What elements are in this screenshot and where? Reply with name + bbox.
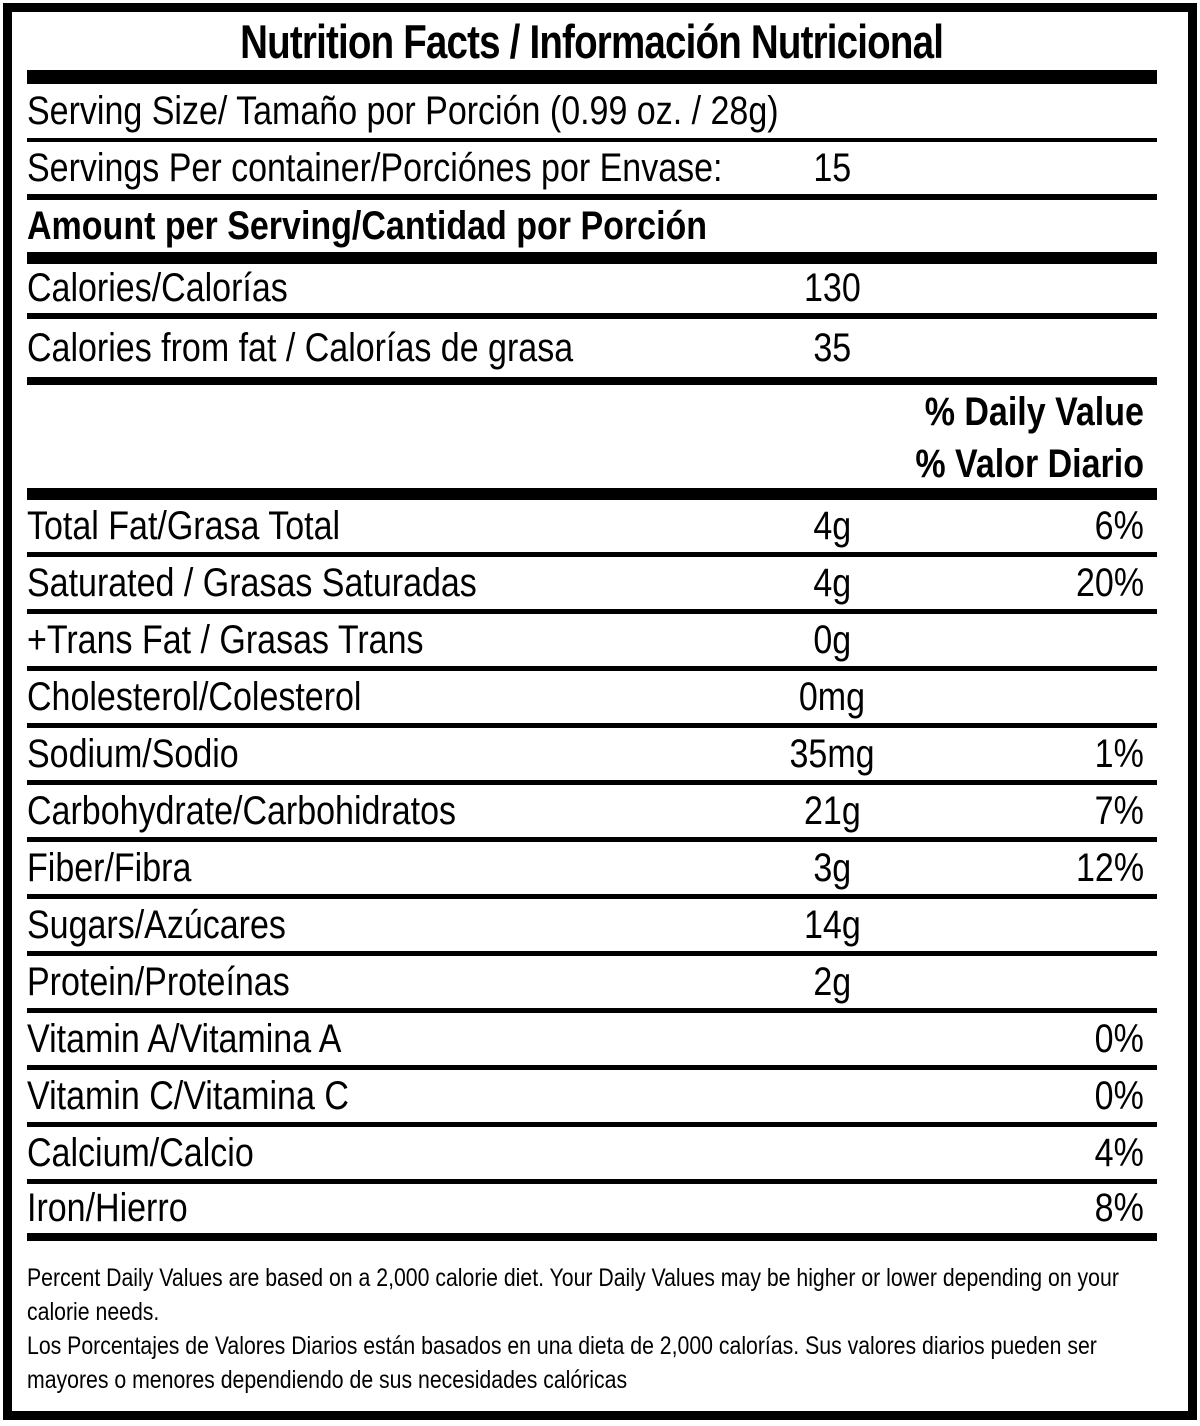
nutrient-amount: 0g <box>813 617 851 662</box>
nutrient-amount: 35mg <box>789 731 875 776</box>
row-sodium: Sodium/Sodio 35mg 1% <box>27 728 1157 785</box>
nutrient-label: Protein/Proteínas <box>27 959 290 1004</box>
nutrient-dv: 0% <box>1094 1016 1144 1061</box>
nutrient-amount: 14g <box>803 902 861 947</box>
calories-from-fat-value: 35 <box>813 325 851 370</box>
nutrient-label: Sugars/Azúcares <box>27 902 286 947</box>
nutrient-amount: 2g <box>813 959 851 1004</box>
row-iron: Iron/Hierro 8% <box>27 1184 1157 1241</box>
nutrient-label: Calcium/Calcio <box>27 1130 254 1175</box>
row-amount-per-serving-header: Amount per Serving/Cantidad por Porción <box>27 200 1157 264</box>
title-divider <box>27 70 1157 84</box>
nutrient-dv: 1% <box>1094 731 1144 776</box>
row-serving-size: Serving Size/ Tamaño por Porción (0.99 o… <box>27 84 1157 142</box>
nutrient-amount: 4g <box>813 503 851 548</box>
nutrient-dv: 8% <box>1094 1186 1144 1230</box>
row-cholesterol: Cholesterol/Colesterol 0mg <box>27 671 1157 728</box>
row-total-fat: Total Fat/Grasa Total 4g 6% <box>27 500 1157 557</box>
footnote-daily-values-en: Percent Daily Values are based on a 2,00… <box>27 1264 1119 1326</box>
row-fiber: Fiber/Fibra 3g 12% <box>27 842 1157 899</box>
serving-size-label: Serving Size/ Tamaño por Porción (0.99 o… <box>27 88 779 133</box>
calories-value: 130 <box>803 266 861 310</box>
row-vitamin-a: Vitamin A/Vitamina A 0% <box>27 1013 1157 1070</box>
label-title-row: Nutrition Facts / Información Nutriciona… <box>27 12 1157 70</box>
row-calcium: Calcium/Calcio 4% <box>27 1127 1157 1184</box>
row-sugars: Sugars/Azúcares 14g <box>27 899 1157 956</box>
nutrient-amount: 3g <box>813 845 851 890</box>
nutrient-dv: 6% <box>1094 503 1144 548</box>
nutrient-label: Saturated / Grasas Saturadas <box>27 560 477 605</box>
row-servings-per-container: Servings Per container/Porciónes por Env… <box>27 142 1157 200</box>
nutrient-amount: 21g <box>803 788 861 833</box>
daily-value-header-en: % Daily Value <box>924 390 1144 434</box>
page-title: Nutrition Facts / Información Nutriciona… <box>240 14 945 68</box>
nutrient-dv: 12% <box>1075 845 1144 890</box>
footnote-daily-values-es: Los Porcentajes de Valores Diarios están… <box>27 1332 1097 1394</box>
nutrient-label: Total Fat/Grasa Total <box>27 503 341 548</box>
servings-per-container-label: Servings Per container/Porciónes por Env… <box>27 145 723 190</box>
row-carbohydrate: Carbohydrate/Carbohidratos 21g 7% <box>27 785 1157 842</box>
nutrient-label: Fiber/Fibra <box>27 845 192 890</box>
nutrient-label: Iron/Hierro <box>27 1186 188 1230</box>
nutrient-dv: 7% <box>1094 788 1144 833</box>
nutrient-label: Vitamin A/Vitamina A <box>27 1016 342 1061</box>
row-vitamin-c: Vitamin C/Vitamina C 0% <box>27 1070 1157 1127</box>
row-saturated-fat: Saturated / Grasas Saturadas 4g 20% <box>27 557 1157 614</box>
calories-from-fat-label: Calories from fat / Calorías de grasa <box>27 325 574 370</box>
nutrient-label: Vitamin C/Vitamina C <box>27 1073 349 1118</box>
nutrient-label: Cholesterol/Colesterol <box>27 674 362 719</box>
row-calories: Calories/Calorías 130 <box>27 264 1157 319</box>
nutrient-dv: 20% <box>1075 560 1144 605</box>
footnotes: Percent Daily Values are based on a 2,00… <box>27 1241 1157 1397</box>
nutrient-amount: 4g <box>813 560 851 605</box>
row-trans-fat: +Trans Fat / Grasas Trans 0g <box>27 614 1157 671</box>
nutrient-label: Carbohydrate/Carbohidratos <box>27 788 457 833</box>
row-daily-value-header-en: % Daily Value <box>27 385 1157 440</box>
nutrient-dv: 4% <box>1094 1130 1144 1175</box>
amount-per-serving-header: Amount per Serving/Cantidad por Porción <box>27 203 708 248</box>
nutrient-dv: 0% <box>1094 1073 1144 1118</box>
servings-per-container-value: 15 <box>813 145 851 190</box>
daily-value-header-es: % Valor Diario <box>915 441 1144 486</box>
nutrient-label: +Trans Fat / Grasas Trans <box>27 617 424 662</box>
row-daily-value-header-es: % Valor Diario <box>27 440 1157 500</box>
nutrient-label: Sodium/Sodio <box>27 731 239 776</box>
nutrient-amount: 0mg <box>798 674 866 719</box>
calories-label: Calories/Calorías <box>27 266 288 310</box>
row-calories-from-fat: Calories from fat / Calorías de grasa 35 <box>27 319 1157 385</box>
nutrition-facts-label: Nutrition Facts / Información Nutriciona… <box>3 3 1197 1420</box>
row-protein: Protein/Proteínas 2g <box>27 956 1157 1013</box>
